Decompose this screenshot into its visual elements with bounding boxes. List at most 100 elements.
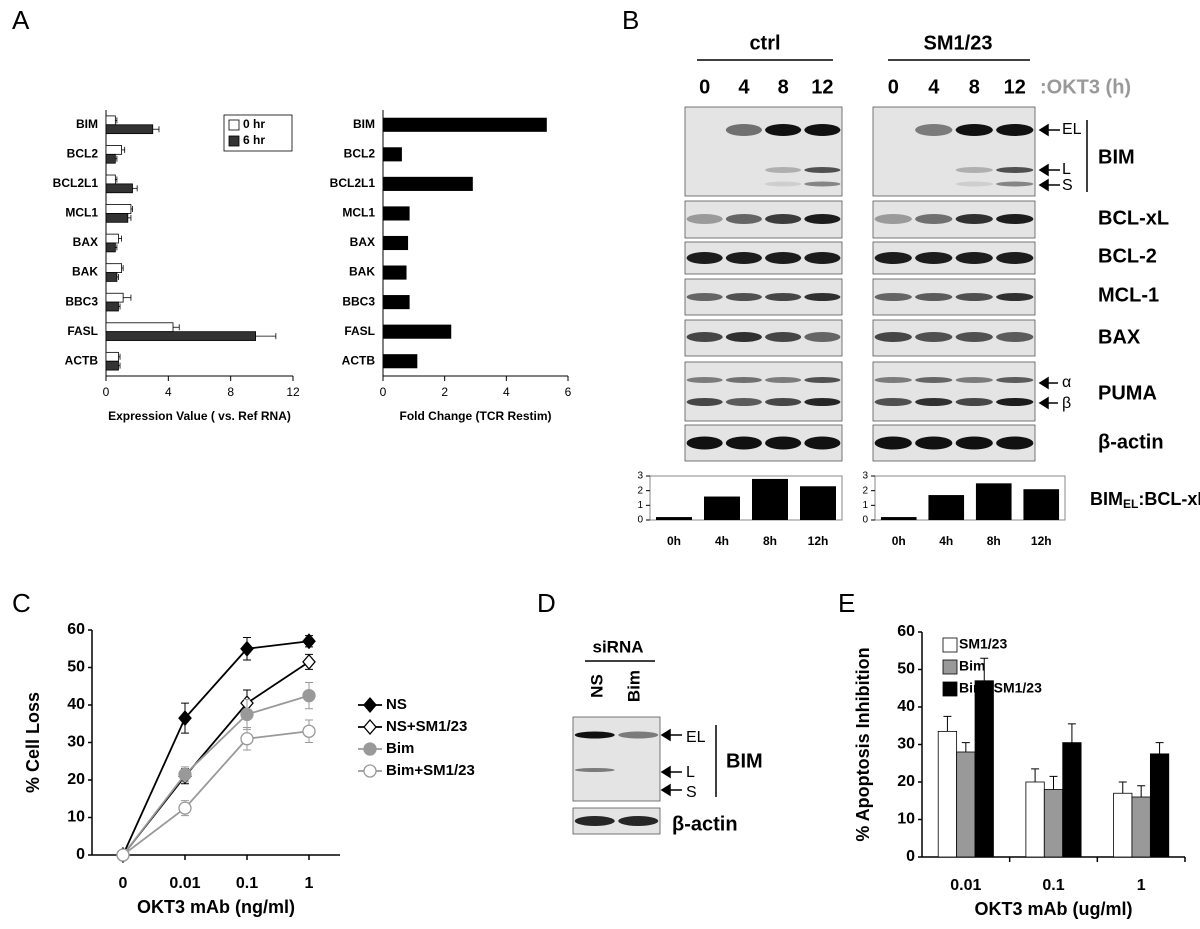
lane-label: NS: [587, 674, 606, 698]
y-tick-label: BCL2: [67, 147, 99, 161]
bar: [382, 147, 402, 162]
y-tick-label: BAX: [350, 235, 375, 249]
y-tick-label: 30: [67, 734, 85, 751]
bar: [105, 174, 116, 185]
blot-band: [874, 252, 912, 264]
bar: [704, 496, 740, 520]
panel-label: E: [838, 588, 855, 618]
legend-label: Bim: [959, 658, 985, 674]
lane-label: 12: [811, 76, 833, 98]
x-axis-label: Fold Change (TCR Restim): [400, 409, 552, 423]
blot-band: [996, 398, 1034, 406]
line: [122, 730, 310, 856]
legend-label: 0 hr: [243, 117, 265, 131]
bar: [105, 115, 116, 126]
y-tick-label: 2: [637, 485, 643, 496]
y-tick-label: 0: [637, 515, 643, 526]
bar: [105, 360, 119, 371]
x-axis-label: Expression Value ( vs. Ref RNA): [108, 409, 291, 423]
blot-band: [686, 252, 723, 264]
bar: [105, 204, 132, 214]
lane-label: 12: [1004, 76, 1026, 98]
x-tick-label: 6: [565, 385, 572, 399]
bar: [937, 730, 958, 858]
bar: [928, 495, 965, 520]
legend-swatch: [942, 681, 958, 697]
y-tick-label: 0: [76, 846, 85, 863]
panel-label: B: [622, 5, 639, 35]
blot-band: [915, 214, 953, 224]
protein-label: BCL-xL: [1098, 207, 1169, 229]
point: [363, 697, 377, 713]
blot-band: [915, 398, 953, 406]
blot-band: [915, 332, 953, 342]
y-tick-label: 40: [67, 696, 85, 713]
blot-band: [765, 252, 802, 264]
blot-band: [915, 124, 953, 136]
group-label: SM1/23: [924, 32, 993, 54]
x-tick-label: 0.01: [169, 875, 200, 892]
bar: [656, 517, 692, 520]
lane-label: 4: [738, 76, 750, 98]
blot-band: [996, 252, 1034, 264]
legend-label: Bim: [386, 740, 414, 757]
arrows: [660, 725, 717, 797]
lane-label: 8: [778, 76, 789, 98]
bar: [1025, 781, 1045, 858]
bar: [105, 263, 122, 273]
blot-band: [996, 214, 1034, 224]
legend-label: NS: [386, 696, 407, 713]
x-tick-label: 0.1: [1042, 877, 1064, 894]
x-tick-label: 0h: [667, 534, 681, 548]
blot-band: [804, 214, 841, 224]
x-tick-label: 4: [165, 385, 172, 399]
blot-band: [955, 377, 993, 383]
blot-band: [686, 214, 723, 224]
blot-band: [804, 436, 841, 450]
blot-band: [725, 332, 762, 342]
protein-label: BAX: [1098, 326, 1141, 348]
legend-label: Bim+SM1/23: [386, 762, 475, 779]
y-tick-label: BCL2L1: [330, 176, 376, 190]
legend-label: Bim+SM1/23: [959, 680, 1042, 696]
arrows: [1038, 120, 1088, 410]
bar: [105, 242, 116, 253]
time-label: :OKT3 (h): [1040, 76, 1131, 98]
y-tick-label: 40: [897, 698, 915, 715]
legend-label: NS+SM1/23: [386, 718, 467, 735]
blot-band: [725, 252, 762, 264]
sirna-label: siRNA: [592, 637, 643, 656]
y-tick-label: 0: [906, 848, 915, 865]
point: [302, 633, 316, 650]
bar: [105, 322, 174, 333]
blot-band: [996, 167, 1034, 173]
bar: [105, 351, 119, 362]
blot-band: [955, 332, 993, 342]
blot-band: [725, 377, 762, 383]
blot-band: [618, 816, 659, 826]
bar: [1113, 792, 1133, 858]
point: [178, 801, 192, 815]
ratio-label: BIMEL:BCL-xL: [1090, 489, 1200, 511]
blot-strip: [872, 361, 1036, 422]
blot-band: [804, 167, 841, 173]
blot-band: [765, 398, 802, 406]
y-tick-label: BBC3: [342, 294, 375, 308]
y-tick-label: MCL1: [342, 206, 375, 220]
blot-band: [996, 124, 1034, 136]
bar: [382, 117, 547, 132]
bar: [975, 483, 1012, 520]
x-tick-label: 12h: [808, 534, 829, 548]
blot-band: [804, 252, 841, 264]
blot-band: [725, 436, 762, 450]
isoform-label: α: [1062, 374, 1071, 391]
y-tick-label: BAX: [73, 235, 98, 249]
y-tick-label: BBC3: [65, 294, 98, 308]
blot-band: [915, 436, 953, 450]
bar: [1062, 742, 1082, 858]
protein-label: β-actin: [672, 813, 738, 835]
blot-band: [765, 436, 802, 450]
bar: [752, 478, 788, 520]
blot-band: [804, 293, 841, 301]
